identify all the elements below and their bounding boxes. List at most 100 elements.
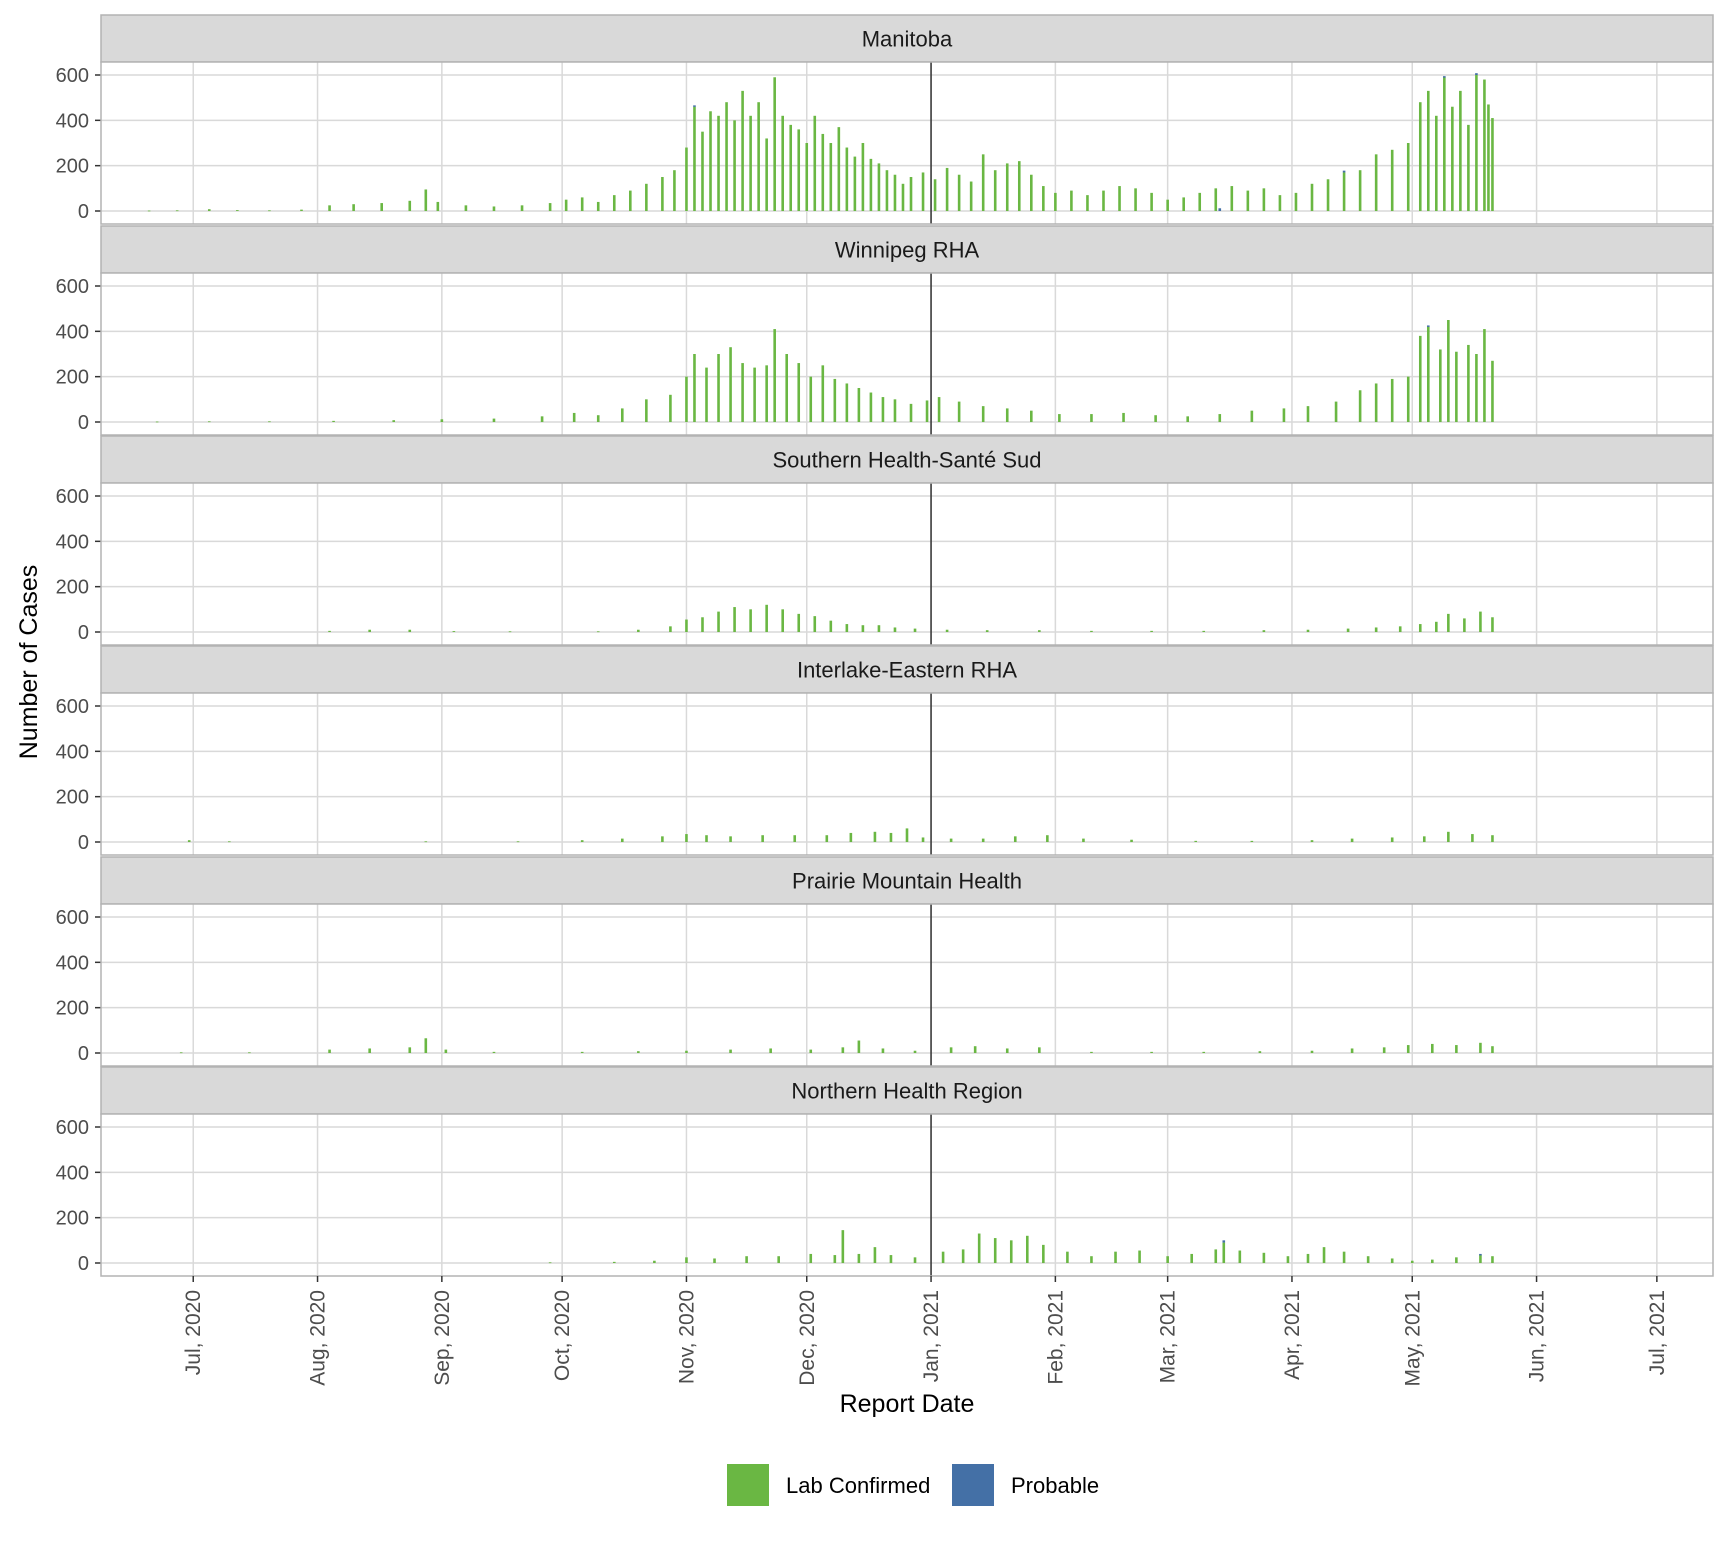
bar-lab-confirmed	[1443, 77, 1446, 212]
bar-lab-confirmed	[580, 197, 584, 211]
bar-lab-confirmed	[444, 1049, 448, 1053]
bar-lab-confirmed	[596, 415, 600, 422]
bar-lab-confirmed	[1070, 190, 1073, 211]
panel-background	[101, 483, 1713, 645]
bar-lab-confirmed	[1025, 1235, 1029, 1263]
bar-lab-confirmed	[1138, 1250, 1141, 1263]
facet-2: Southern Health-Santé Sud 0 200 400 600	[56, 435, 1714, 646]
bar-lab-confirmed	[328, 1049, 331, 1053]
facet-strip	[100, 225, 1714, 274]
bar-lab-confirmed	[436, 201, 440, 211]
bar-lab-confirmed	[813, 115, 817, 211]
bar-lab-confirmed	[637, 1051, 640, 1053]
bar-lab-confirmed	[1246, 190, 1250, 211]
bar-lab-confirmed	[1202, 630, 1206, 632]
bar-lab-confirmed	[1382, 1047, 1386, 1053]
bar-lab-confirmed	[1294, 192, 1298, 211]
bar-lab-confirmed	[833, 1255, 837, 1263]
bar-lab-confirmed	[408, 1047, 412, 1053]
bar-lab-confirmed	[857, 388, 861, 422]
bar-lab-confirmed	[1479, 611, 1482, 632]
bar-lab-confirmed	[733, 120, 736, 211]
bar-lab-confirmed	[1017, 161, 1021, 211]
bar-lab-confirmed	[492, 1051, 496, 1053]
bar-lab-confirmed	[837, 127, 841, 211]
y-axis-title: Number of Cases	[15, 565, 43, 760]
bar-lab-confirmed	[1439, 349, 1442, 422]
bar-lab-confirmed	[548, 1262, 552, 1264]
bar-lab-confirmed	[228, 841, 231, 843]
bar-lab-confirmed	[1262, 630, 1266, 632]
bar-lab-confirmed	[1306, 406, 1310, 422]
bar-lab-confirmed	[877, 163, 881, 211]
bar-lab-confirmed	[612, 195, 616, 211]
bar-lab-confirmed	[1358, 170, 1362, 211]
bar-lab-confirmed	[861, 625, 865, 632]
y-tick-label: 600	[56, 696, 89, 718]
bar-lab-confirmed	[175, 210, 179, 212]
bar-lab-confirmed	[1090, 630, 1093, 632]
panel-border	[100, 903, 1714, 1067]
x-tick-label: Nov, 2020	[675, 1290, 698, 1384]
bar-lab-confirmed	[1086, 195, 1089, 211]
bar-lab-confirmed	[913, 1257, 917, 1263]
bar-probable	[1475, 73, 1478, 75]
bar-lab-confirmed	[889, 832, 893, 842]
bar-lab-confirmed	[809, 376, 813, 422]
bar-lab-confirmed	[1322, 1247, 1326, 1263]
bar-lab-confirmed	[1198, 192, 1202, 211]
bar-lab-confirmed	[1134, 188, 1137, 211]
panel-background	[101, 904, 1713, 1066]
facet-strip	[100, 435, 1714, 484]
y-tick-label: 0	[78, 1043, 89, 1065]
bar-lab-confirmed	[300, 209, 303, 211]
bar-lab-confirmed	[464, 205, 468, 211]
bar-lab-confirmed	[1250, 410, 1254, 422]
bar-lab-confirmed	[853, 156, 857, 211]
bar-lab-confirmed	[1390, 149, 1394, 211]
panel-background	[101, 273, 1713, 435]
bar-lab-confirmed	[805, 143, 809, 211]
bar-probable	[1342, 170, 1346, 173]
bar-lab-confirmed	[452, 631, 456, 632]
facet-1: Winnipeg RHA 0 200 400 600	[56, 225, 1714, 436]
x-tick-label: Mar, 2021	[1157, 1290, 1180, 1383]
bar-lab-confirmed	[857, 1253, 861, 1263]
bar-lab-confirmed	[1262, 1252, 1266, 1263]
bar-probable	[1222, 1240, 1226, 1243]
bar-lab-confirmed	[424, 841, 428, 843]
facet-strip	[100, 1066, 1714, 1115]
bar-lab-confirmed	[941, 1251, 945, 1263]
bar-lab-confirmed	[921, 837, 925, 842]
bar-lab-confirmed	[877, 625, 881, 632]
bar-lab-confirmed	[1202, 1051, 1206, 1053]
x-tick-label: Jun, 2021	[1526, 1290, 1549, 1382]
y-tick-label: 200	[56, 1208, 89, 1230]
bar-lab-confirmed	[729, 836, 732, 842]
bar-probable	[1479, 1253, 1482, 1256]
y-tick-label: 0	[78, 1253, 89, 1275]
bar-lab-confirmed	[869, 158, 873, 211]
bar-probable	[1218, 208, 1222, 211]
bar-lab-confirmed	[1310, 840, 1314, 842]
bar-lab-confirmed	[881, 397, 885, 422]
bar-lab-confirmed	[809, 1253, 813, 1263]
bar-lab-confirmed	[797, 363, 801, 422]
bar-lab-confirmed	[785, 354, 789, 422]
bar-lab-confirmed	[1406, 1045, 1410, 1053]
bar-lab-confirmed	[596, 631, 600, 633]
bar-lab-confirmed	[881, 1048, 885, 1053]
bar-lab-confirmed	[685, 619, 688, 632]
bar-lab-confirmed	[1058, 414, 1061, 422]
panel-border	[100, 61, 1714, 225]
bar-lab-confirmed	[1358, 390, 1362, 422]
bar-lab-confirmed	[207, 421, 211, 423]
bar-lab-confirmed	[789, 124, 793, 211]
bar-lab-confirmed	[957, 174, 961, 211]
legend: Lab Confirmed Probable	[727, 1464, 1099, 1506]
y-tick-label: 200	[56, 156, 89, 178]
bar-lab-confirmed	[893, 174, 897, 211]
bar-lab-confirmed	[1483, 329, 1486, 422]
y-tick-label: 600	[56, 276, 89, 298]
bar-lab-confirmed	[1046, 835, 1049, 842]
